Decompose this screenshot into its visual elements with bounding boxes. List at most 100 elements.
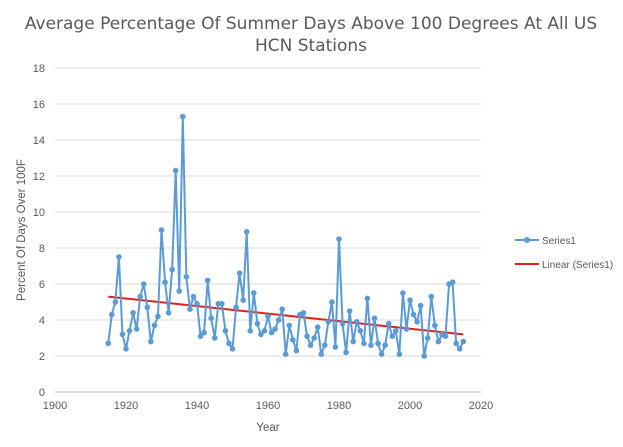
data-point (357, 328, 364, 334)
data-point (375, 340, 381, 347)
data-point (148, 338, 154, 345)
data-point (140, 281, 147, 287)
data-point (286, 322, 293, 329)
data-point (208, 315, 214, 322)
data-point (116, 254, 122, 260)
data-point (396, 351, 403, 358)
data-point (176, 288, 183, 295)
data-point (254, 320, 261, 327)
x-tick-label: 1900 (43, 400, 67, 412)
data-point (456, 346, 463, 352)
data-point (268, 329, 275, 336)
legend: Series1 Linear (Series1) (515, 236, 613, 271)
data-point (318, 351, 325, 358)
data-point (169, 266, 175, 273)
x-tick-label: 1920 (114, 400, 138, 412)
data-point (251, 290, 257, 296)
y-tick-label: 14 (33, 135, 45, 147)
data-point (123, 346, 129, 352)
data-point (368, 342, 374, 349)
data-point (279, 306, 286, 313)
data-point (304, 333, 310, 340)
x-axis-ticks: 1900 1920 1940 1960 1980 2000 2020 (43, 400, 493, 412)
y-tick-label: 12 (33, 171, 45, 183)
y-tick-label: 0 (39, 387, 45, 399)
y-tick-label: 10 (33, 207, 45, 219)
data-point (272, 326, 278, 332)
data-point (428, 293, 435, 300)
data-point (126, 328, 133, 334)
data-point (393, 328, 399, 334)
data-point (414, 319, 420, 325)
data-point (329, 299, 335, 305)
data-point (290, 337, 296, 343)
data-point (435, 338, 442, 345)
data-point (300, 310, 307, 316)
data-point (417, 302, 424, 309)
data-point (247, 328, 254, 334)
data-point (144, 304, 151, 311)
x-tick-label: 1980 (327, 400, 351, 412)
data-point (261, 328, 268, 334)
data-point (453, 340, 459, 347)
data-point (226, 340, 232, 347)
data-point (219, 301, 225, 307)
chart-title-line-2: HCN Stations (255, 36, 367, 56)
gridlines (55, 67, 481, 357)
data-point (197, 333, 204, 340)
data-point (432, 322, 438, 329)
data-point (382, 342, 388, 349)
data-point (240, 297, 246, 304)
data-point (410, 311, 417, 318)
legend-item-series1: Series1 (515, 236, 576, 247)
chart-title-line-1: Average Percentage Of Summer Days Above … (25, 14, 597, 34)
data-point (211, 335, 218, 341)
data-point (158, 227, 165, 233)
data-point (353, 319, 360, 325)
data-point (442, 333, 449, 340)
data-point (258, 331, 264, 338)
data-point (112, 299, 119, 305)
data-point (371, 315, 378, 322)
data-point (233, 304, 239, 311)
data-point (243, 229, 250, 235)
data-point (322, 342, 328, 349)
data-point (400, 290, 406, 296)
data-point (229, 346, 236, 352)
legend-item-linear: Linear (Series1) (515, 260, 613, 271)
legend-linear-label: Linear (Series1) (542, 260, 613, 271)
data-point (222, 328, 229, 334)
data-point (293, 347, 300, 354)
data-point (155, 313, 161, 320)
data-point (130, 310, 136, 316)
y-tick-label: 8 (39, 243, 45, 255)
data-point (332, 344, 339, 350)
data-point (165, 310, 172, 316)
data-point (265, 313, 271, 320)
legend-series1-marker (524, 237, 530, 243)
data-point (407, 297, 413, 304)
y-tick-label: 16 (33, 99, 45, 111)
data-point (151, 322, 158, 329)
data-point (190, 293, 197, 300)
data-point (311, 335, 317, 341)
data-point (172, 167, 179, 174)
data-point (460, 338, 467, 345)
data-point (194, 301, 200, 307)
data-point (325, 319, 332, 325)
y-tick-label: 2 (39, 351, 45, 363)
data-point (201, 329, 207, 336)
data-point (183, 274, 190, 280)
data-point (307, 342, 314, 349)
data-point (403, 326, 410, 332)
data-point (364, 295, 371, 302)
legend-series1-label: Series1 (542, 236, 576, 247)
x-tick-label: 1960 (256, 400, 280, 412)
data-point (361, 340, 367, 347)
y-axis-ticks: 0 2 4 6 8 10 12 14 16 18 (33, 63, 45, 399)
x-tick-label: 2000 (398, 400, 422, 412)
data-point (162, 279, 168, 286)
data-point (421, 353, 428, 359)
data-point (336, 236, 342, 242)
